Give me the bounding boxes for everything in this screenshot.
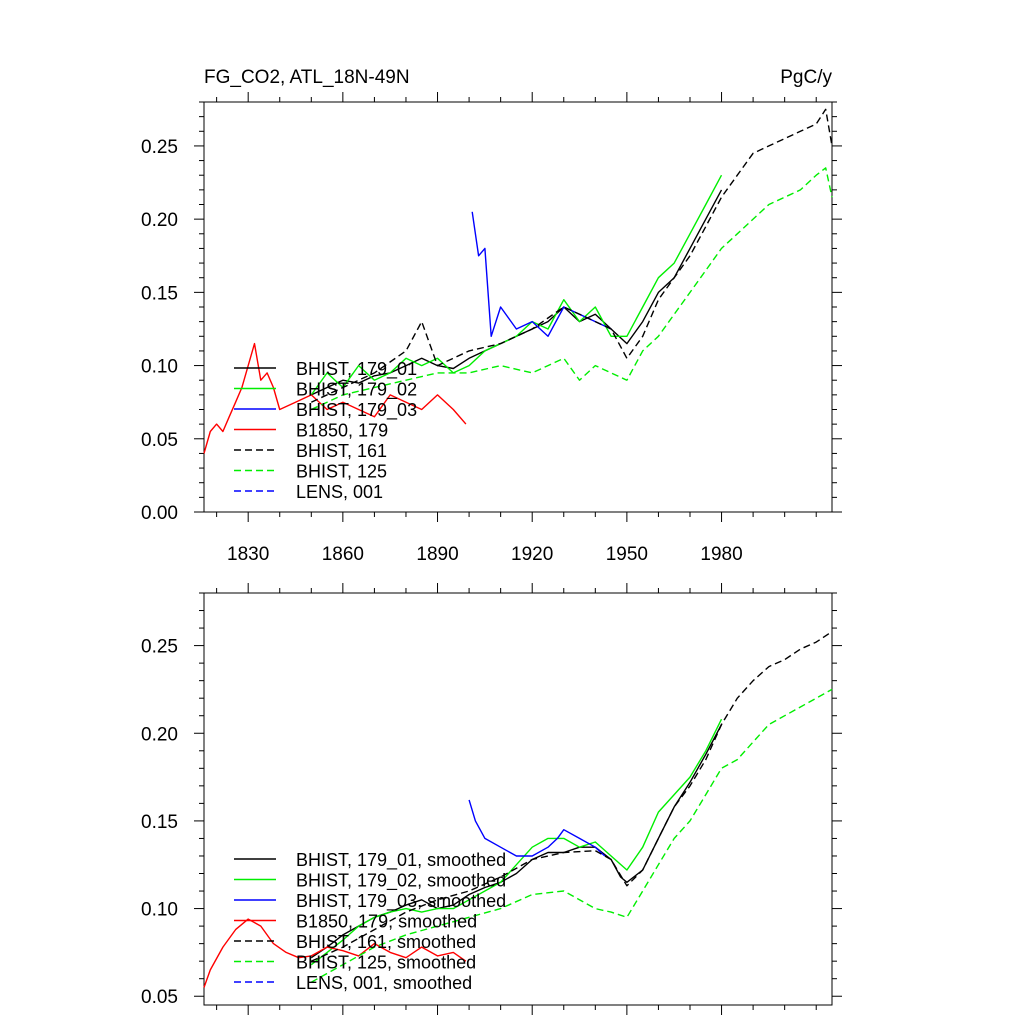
x-tick-label: 1860 <box>322 544 364 565</box>
series-line-b1850-179-smoothed <box>203 918 467 988</box>
legend-label: LENS, 001, smoothed <box>296 973 472 993</box>
y-tick-label: 0.00 <box>141 503 178 524</box>
legend-label: B1850, 179, smoothed <box>296 912 477 932</box>
legend-label: LENS, 001 <box>296 482 383 502</box>
legend-label: B1850, 179 <box>296 421 388 441</box>
units-label: PgC/y <box>780 67 832 88</box>
x-tick-label: 1950 <box>606 544 648 565</box>
plot-frame <box>203 592 833 1006</box>
plot-marks: 0.05 0.10 0.15 0.20 0.25 BHIST, 179_01, smoot… <box>141 583 842 1015</box>
y-tick-label: 0.25 <box>141 637 178 658</box>
y-tick-label: 0.20 <box>141 210 178 231</box>
x-tick-label: 1980 <box>700 544 742 565</box>
chart-title: FG_CO2, ATL_18N-49N <box>204 67 410 88</box>
legend-label: BHIST, 161 <box>296 441 387 461</box>
legend-label: BHIST, 179_02, smoothed <box>296 871 506 892</box>
y-tick-label: 0.05 <box>141 430 178 451</box>
y-tick-label: 0.20 <box>141 724 178 745</box>
x-tick-label: 1920 <box>511 544 553 565</box>
series-line-bhist-179-03 <box>471 211 612 337</box>
y-tick-label: 0.10 <box>141 900 178 921</box>
legend-label: BHIST, 179_03, smoothed <box>296 891 506 912</box>
legend-label: BHIST, 179_01 <box>296 359 417 380</box>
legend-label: BHIST, 161, smoothed <box>296 932 476 952</box>
top-panel: FG_CO2, ATL_18N-49N PgC/y 1830 1860 1890 19… <box>141 67 842 565</box>
y-tick-label: 0.15 <box>141 812 178 833</box>
bottom-panel: 0.05 0.10 0.15 0.20 0.25 BHIST, 179_01, smoot… <box>141 583 842 1015</box>
series-line-b1850-179 <box>203 342 467 454</box>
series-line-bhist-161 <box>311 108 833 403</box>
series-line-bhist-161-smoothed <box>311 631 833 962</box>
x-tick-label: 1830 <box>227 544 269 565</box>
series-line-bhist-125 <box>311 167 833 411</box>
legend-label: BHIST, 125, smoothed <box>296 953 476 973</box>
legend-label: BHIST, 179_03 <box>296 400 417 421</box>
legend-label: BHIST, 179_02 <box>296 380 417 401</box>
y-tick-label: 0.05 <box>141 987 178 1008</box>
legend-label: BHIST, 125 <box>296 462 387 482</box>
plot-marks: 1830 1860 1890 1920 1950 1980 0.00 0.05 0.10 0.15… <box>141 92 842 565</box>
y-tick-label: 0.15 <box>141 283 178 304</box>
series-line-bhist-125-smoothed <box>310 688 833 983</box>
y-tick-label: 0.25 <box>141 137 178 158</box>
series-line-bhist-179-02-smoothed <box>310 718 723 966</box>
series-line-bhist-179-02 <box>310 174 723 396</box>
x-tick-label: 1890 <box>416 544 458 565</box>
series-line-bhist-179-03-smoothed <box>468 799 606 857</box>
legend-label: BHIST, 179_01, smoothed <box>296 850 506 871</box>
y-tick-label: 0.10 <box>141 357 178 378</box>
